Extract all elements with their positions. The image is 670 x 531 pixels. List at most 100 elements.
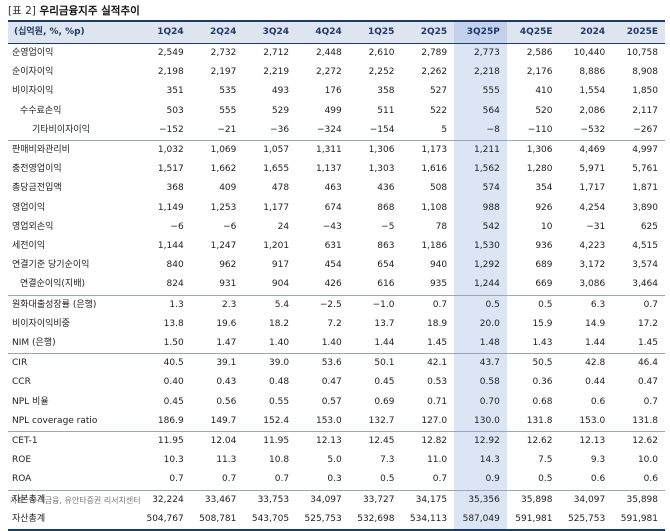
cell: 3,464 (632, 279, 658, 290)
cell: 1.40 (269, 338, 290, 349)
cell: 11.95 (138, 431, 191, 452)
row-label: 연결기준 당기순이익 (12, 260, 90, 271)
cell: 1,253 (210, 202, 237, 213)
cell: −31 (586, 221, 606, 232)
cell-highlight: 587,049 (454, 509, 507, 531)
cell: 0.7 (643, 396, 658, 407)
cell: 13.8 (163, 318, 184, 329)
cell: 6.3 (559, 294, 613, 315)
cell: 1,280 (526, 164, 553, 175)
cell: 1.45 (637, 338, 658, 349)
cell: −152 (158, 124, 184, 135)
cell: 33,727 (348, 489, 402, 510)
cell: 34,097 (296, 489, 349, 510)
row-label: 연결순이익(지배) (20, 279, 85, 290)
cell: 0.5 (538, 474, 553, 485)
cell: 2,262 (421, 67, 448, 78)
cell: 1,247 (210, 241, 237, 252)
cell: 863 (377, 241, 395, 252)
cell-highlight: 14.3 (454, 451, 507, 471)
cell: 1,149 (157, 202, 184, 213)
cell: 2,789 (421, 48, 448, 58)
cell: 543,705 (243, 509, 297, 531)
cell: 2,272 (315, 67, 342, 78)
cell: 463 (324, 183, 342, 194)
table-row: ROE 10.3 11.3 10.8 5.0 7.3 11.0 14.3 7.5 9.3 10.0 (8, 451, 665, 471)
cell-highlight: 0.5 (454, 294, 507, 315)
row-label: NPL coverage ratio (12, 415, 98, 426)
cell: 10 (541, 221, 553, 232)
cell: 0.6 (590, 396, 606, 407)
cell: 1,306 (506, 140, 560, 161)
table-row: 연결순이익(지배) 824 931 904 426 616 935 1,244 669 3,086… (8, 275, 665, 296)
table-row: 연결기준 당기순이익 840 962 917 454 654 940 1,292 689 3,17… (8, 256, 665, 276)
cell-highlight: 1,562 (454, 160, 507, 180)
cell: 12.82 (401, 431, 455, 452)
cell: 0.6 (643, 474, 658, 485)
row-label: 기타비이자이익 (32, 124, 90, 135)
cell: 1,717 (579, 183, 606, 194)
cell: 616 (377, 279, 395, 290)
cell: 0.48 (269, 377, 290, 388)
cell: 2,176 (526, 67, 553, 78)
cell: 410 (535, 86, 553, 97)
cell: 11.95 (243, 431, 297, 452)
cell: 1,177 (263, 202, 290, 213)
row-label: NIM (은행) (12, 338, 56, 349)
table-row: 비이자이익 351 535 493 176 358 527 555 410 1,554 1,850 (8, 82, 665, 102)
cell: 0.3 (327, 474, 342, 485)
table-row: NIM (은행) 1.50 1.47 1.40 1.40 1.44 1.45 1.48 1.43… (8, 334, 665, 354)
cell: 1,173 (401, 140, 455, 161)
row-label: CCR (12, 377, 31, 388)
cell: 1,871 (632, 183, 658, 194)
cell: 0.71 (427, 396, 448, 407)
cell: 508 (429, 183, 448, 194)
cell: −2.5 (296, 294, 349, 315)
cell: 42.1 (401, 353, 455, 374)
row-label: NPL 비율 (12, 396, 49, 407)
cell: 520 (535, 105, 553, 116)
cell: 0.55 (269, 396, 290, 407)
row-label: 비이자이익 (12, 86, 54, 97)
cell: 0.6 (590, 474, 606, 485)
cell: 15.9 (532, 318, 553, 329)
table-row: 자본총계 32,224 33,467 33,753 34,097 33,727 34,175… (8, 489, 665, 510)
cell: 478 (271, 183, 290, 194)
cell: 674 (324, 202, 342, 213)
cell: 368 (166, 183, 184, 194)
cell: 0.5 (506, 294, 560, 315)
cell-highlight: 1,530 (454, 237, 507, 257)
cell: 7.3 (380, 455, 395, 466)
cell: 1,517 (157, 164, 184, 175)
cell-highlight: 43.7 (454, 353, 507, 374)
table-row: ROA 0.7 0.7 0.7 0.3 0.5 0.7 0.9 0.5 0.6 0.6 (8, 470, 665, 491)
cell: 0.47 (321, 377, 342, 388)
cell: 10.3 (163, 455, 184, 466)
cell: 0.5 (380, 474, 395, 485)
cell-highlight: 0.9 (454, 470, 507, 491)
cell: 10.0 (637, 455, 658, 466)
cell: 525,753 (559, 509, 613, 531)
cell: 591,981 (506, 509, 560, 531)
cell: 555 (219, 105, 237, 116)
cell: 354 (535, 183, 553, 194)
cell: 2,219 (263, 67, 290, 78)
cell: 0.7 (432, 474, 448, 485)
cell: 962 (219, 260, 237, 271)
cell: 631 (324, 241, 342, 252)
cell: 0.43 (216, 377, 237, 388)
cell: 931 (219, 279, 237, 290)
cell: 522 (429, 105, 448, 116)
cell: 936 (535, 241, 553, 252)
cell: 4,469 (559, 140, 613, 161)
cell: 0.47 (637, 377, 658, 388)
cell: 8,908 (632, 67, 658, 78)
table-title: [표 2] 우리금융지주 실적추이 (8, 3, 140, 18)
table-row: 판매비와관리비 1,032 1,069 1,057 1,311 1,306 1,173 1,2… (8, 140, 665, 161)
cell: 10.8 (269, 455, 290, 466)
cell: 50.1 (348, 353, 402, 374)
cell: 0.7 (169, 474, 184, 485)
cell: 12.13 (559, 431, 613, 452)
table-row: 세전이익 1,144 1,247 1,201 631 863 1,186 1,530 936 4,… (8, 237, 665, 257)
cell: 2,586 (526, 48, 553, 58)
